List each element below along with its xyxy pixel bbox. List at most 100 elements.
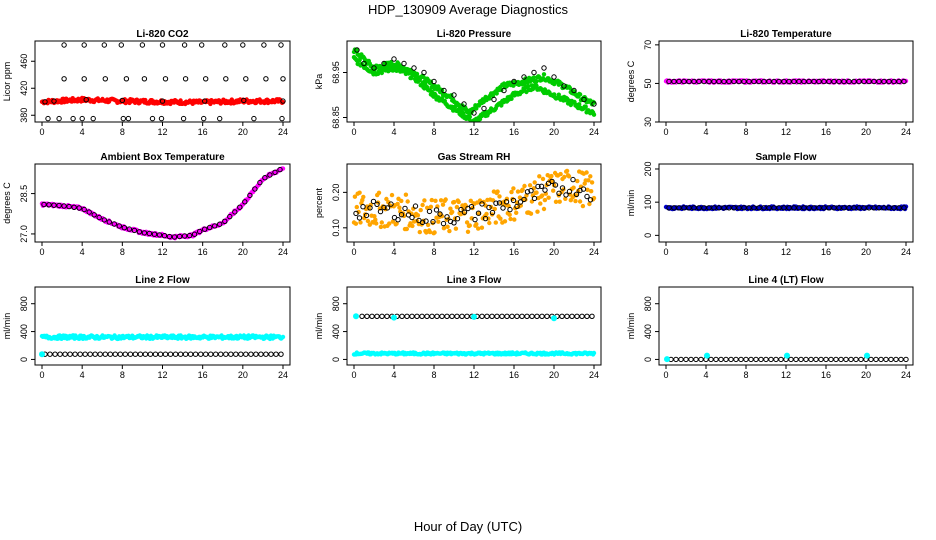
panel-title: Li-820 CO2 bbox=[136, 29, 189, 40]
data-point bbox=[541, 206, 547, 212]
data-point bbox=[461, 101, 467, 107]
data-point bbox=[534, 313, 540, 319]
panel: Li-820 Temperature degrees C 0 4 8 12 16 20 24 30… bbox=[626, 29, 914, 137]
data-point bbox=[137, 351, 144, 357]
data-point bbox=[443, 197, 448, 202]
data-point bbox=[415, 213, 421, 218]
data-point bbox=[401, 60, 407, 67]
data-point bbox=[778, 356, 784, 363]
y-tick-label: 0 bbox=[643, 357, 653, 362]
data-point bbox=[353, 313, 359, 320]
data-point bbox=[387, 221, 392, 226]
data-point bbox=[861, 205, 867, 211]
data-point bbox=[79, 115, 85, 122]
data-point bbox=[738, 356, 744, 363]
data-point bbox=[903, 356, 909, 363]
data-point bbox=[280, 334, 286, 340]
y-tick-label: 380 bbox=[19, 108, 29, 123]
data-point bbox=[222, 218, 228, 225]
data-point bbox=[522, 183, 527, 189]
data-point bbox=[419, 219, 426, 226]
y-tick-label: 0 bbox=[643, 233, 653, 238]
data-point bbox=[81, 76, 87, 82]
data-point bbox=[213, 351, 219, 357]
data-point bbox=[549, 173, 554, 179]
data-point bbox=[484, 313, 490, 319]
data-point bbox=[587, 201, 592, 207]
data-point bbox=[781, 205, 787, 211]
data-point bbox=[454, 313, 460, 319]
data-point bbox=[507, 206, 513, 213]
data-point bbox=[583, 104, 588, 109]
data-point bbox=[535, 209, 540, 214]
data-point bbox=[45, 115, 51, 122]
x-tick-label: 8 bbox=[120, 370, 125, 380]
data-point bbox=[866, 78, 872, 85]
data-point bbox=[132, 351, 139, 357]
panel-title: Line 2 Flow bbox=[135, 275, 190, 286]
data-point bbox=[728, 356, 734, 363]
panel-title: Li-820 Temperature bbox=[740, 29, 832, 40]
data-point bbox=[453, 226, 459, 231]
data-point bbox=[846, 205, 852, 211]
data-point bbox=[540, 176, 546, 182]
data-point bbox=[399, 198, 404, 204]
data-point bbox=[873, 356, 879, 363]
data-point bbox=[217, 115, 223, 122]
data-point bbox=[823, 356, 829, 363]
data-point bbox=[172, 351, 179, 357]
data-point bbox=[589, 313, 595, 319]
data-point bbox=[418, 207, 423, 213]
data-point bbox=[691, 205, 697, 211]
data-point bbox=[136, 229, 143, 235]
data-point bbox=[151, 231, 158, 237]
data-point bbox=[62, 351, 68, 357]
data-point bbox=[405, 199, 410, 204]
data-point bbox=[828, 356, 834, 363]
data-point bbox=[858, 356, 864, 363]
data-point bbox=[448, 206, 453, 211]
data-point bbox=[82, 351, 88, 357]
data-point bbox=[591, 112, 597, 117]
data-point bbox=[47, 351, 53, 357]
data-point bbox=[571, 87, 577, 94]
data-point bbox=[467, 114, 472, 120]
data-point bbox=[495, 189, 500, 194]
data-point bbox=[766, 78, 772, 85]
data-point bbox=[546, 195, 551, 200]
data-point bbox=[463, 204, 469, 209]
data-point bbox=[425, 205, 430, 210]
data-point bbox=[106, 219, 113, 225]
data-point bbox=[818, 356, 824, 363]
data-point bbox=[358, 220, 363, 225]
data-point bbox=[426, 208, 433, 215]
panel-title: Sample Flow bbox=[755, 152, 816, 163]
data-point bbox=[721, 205, 727, 211]
data-point bbox=[573, 198, 578, 204]
data-point bbox=[159, 42, 166, 48]
data-point bbox=[156, 232, 163, 238]
x-tick-label: 0 bbox=[663, 247, 668, 257]
x-tick-label: 16 bbox=[821, 247, 831, 257]
data-point bbox=[181, 233, 188, 239]
data-point bbox=[263, 76, 269, 82]
data-point bbox=[101, 217, 108, 223]
data-point bbox=[361, 194, 366, 200]
data-point bbox=[801, 205, 807, 211]
data-point bbox=[273, 351, 279, 357]
data-point bbox=[447, 228, 452, 234]
data-point bbox=[459, 313, 465, 319]
panel: Line 3 Flow ml/min 0 4 8 12 16 20 24 0 400 800 bbox=[314, 275, 602, 380]
data-point bbox=[696, 205, 702, 211]
x-tick-label: 4 bbox=[391, 370, 396, 380]
y-tick-label: 68.85 bbox=[331, 106, 341, 129]
data-point bbox=[56, 115, 62, 122]
data-point bbox=[199, 42, 205, 48]
data-point bbox=[123, 76, 130, 82]
data-point bbox=[218, 351, 224, 357]
data-point bbox=[365, 218, 371, 224]
data-point bbox=[886, 205, 892, 211]
y-tick-label: 50 bbox=[643, 78, 653, 88]
data-point bbox=[811, 78, 817, 85]
data-point bbox=[203, 351, 209, 357]
